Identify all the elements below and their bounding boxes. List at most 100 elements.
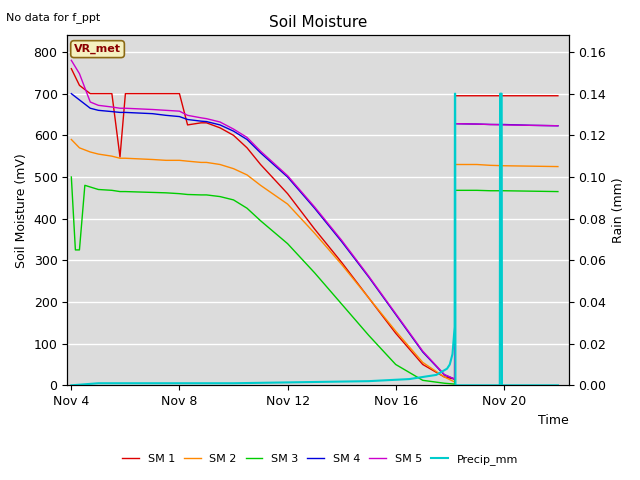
SM 2 bbox=[257, 182, 264, 188]
SM 5 bbox=[122, 106, 129, 111]
SM 5 bbox=[108, 104, 116, 110]
SM 4 bbox=[473, 121, 481, 127]
SM 2 bbox=[527, 163, 534, 169]
SM 2 bbox=[216, 162, 224, 168]
SM 1 bbox=[451, 93, 459, 98]
SM 3 bbox=[486, 188, 494, 193]
SM 3 bbox=[243, 205, 251, 211]
Line: SM 1: SM 1 bbox=[71, 69, 558, 379]
SM 3 bbox=[67, 174, 75, 180]
SM 2 bbox=[311, 230, 319, 236]
SM 4 bbox=[486, 121, 494, 127]
SM 1 bbox=[148, 91, 156, 96]
SM 2 bbox=[451, 162, 459, 168]
SM 3 bbox=[76, 247, 83, 253]
SM 4 bbox=[338, 239, 346, 244]
SM 4 bbox=[148, 111, 156, 117]
SM 2 bbox=[473, 162, 481, 168]
SM 1 bbox=[76, 83, 83, 88]
SM 5 bbox=[86, 99, 94, 105]
SM 1 bbox=[440, 374, 448, 380]
SM 3 bbox=[554, 189, 562, 194]
SM 1 bbox=[451, 376, 458, 382]
Precip_mm bbox=[496, 91, 504, 96]
SM 2 bbox=[67, 137, 75, 143]
SM 5 bbox=[419, 348, 427, 354]
SM 5 bbox=[311, 204, 319, 210]
SM 4 bbox=[95, 108, 102, 113]
SM 1 bbox=[365, 295, 372, 300]
SM 2 bbox=[108, 153, 116, 159]
SM 2 bbox=[554, 164, 562, 169]
SM 2 bbox=[338, 262, 346, 267]
Precip_mm bbox=[554, 383, 562, 388]
SM 2 bbox=[197, 159, 205, 165]
SM 4 bbox=[76, 97, 83, 103]
SM 3 bbox=[216, 194, 224, 200]
Y-axis label: Rain (mm): Rain (mm) bbox=[612, 178, 625, 243]
SM 3 bbox=[184, 192, 191, 197]
SM 3 bbox=[230, 197, 237, 203]
SM 3 bbox=[81, 182, 89, 188]
SM 3 bbox=[440, 380, 448, 386]
SM 5 bbox=[95, 102, 102, 108]
SM 1 bbox=[419, 361, 427, 367]
SM 2 bbox=[162, 157, 170, 163]
Precip_mm bbox=[67, 383, 75, 388]
Precip_mm bbox=[451, 324, 458, 330]
SM 5 bbox=[486, 121, 494, 127]
SM 2 bbox=[122, 156, 129, 161]
Line: SM 5: SM 5 bbox=[71, 60, 558, 379]
SM 5 bbox=[67, 58, 75, 63]
SM 4 bbox=[284, 174, 291, 180]
SM 4 bbox=[243, 137, 251, 143]
SM 3 bbox=[500, 188, 508, 193]
Precip_mm bbox=[230, 380, 237, 386]
SM 2 bbox=[419, 360, 427, 365]
SM 3 bbox=[419, 377, 427, 383]
SM 3 bbox=[116, 189, 124, 194]
Title: Soil Moisture: Soil Moisture bbox=[269, 15, 367, 30]
SM 4 bbox=[554, 123, 562, 129]
SM 3 bbox=[284, 241, 291, 247]
SM 4 bbox=[197, 118, 205, 124]
SM 1 bbox=[486, 93, 494, 98]
Precip_mm bbox=[452, 383, 460, 388]
SM 3 bbox=[122, 189, 129, 194]
SM 2 bbox=[184, 158, 191, 164]
SM 4 bbox=[86, 106, 94, 111]
SM 1 bbox=[216, 125, 224, 131]
X-axis label: Time: Time bbox=[538, 414, 569, 427]
SM 3 bbox=[365, 333, 372, 338]
SM 5 bbox=[451, 121, 459, 127]
Precip_mm bbox=[365, 378, 372, 384]
SM 4 bbox=[419, 349, 427, 355]
SM 4 bbox=[451, 376, 458, 382]
SM 3 bbox=[451, 188, 459, 193]
SM 1 bbox=[392, 330, 399, 336]
SM 5 bbox=[230, 126, 237, 132]
SM 4 bbox=[311, 205, 319, 211]
SM 5 bbox=[527, 122, 534, 128]
SM 5 bbox=[392, 311, 399, 316]
SM 4 bbox=[175, 114, 183, 120]
SM 4 bbox=[122, 109, 129, 115]
SM 2 bbox=[451, 162, 459, 168]
SM 4 bbox=[184, 117, 191, 122]
SM 4 bbox=[203, 119, 211, 124]
SM 3 bbox=[162, 190, 170, 196]
SM 5 bbox=[500, 122, 508, 128]
SM 2 bbox=[284, 201, 291, 207]
SM 1 bbox=[116, 154, 124, 160]
SM 5 bbox=[216, 119, 224, 125]
SM 4 bbox=[500, 121, 508, 127]
SM 1 bbox=[257, 162, 264, 168]
SM 5 bbox=[203, 116, 211, 121]
SM 3 bbox=[527, 188, 534, 194]
SM 1 bbox=[527, 93, 534, 98]
SM 4 bbox=[67, 91, 75, 96]
SM 4 bbox=[162, 112, 170, 118]
SM 5 bbox=[554, 123, 562, 129]
SM 5 bbox=[76, 71, 83, 76]
SM 5 bbox=[148, 107, 156, 112]
